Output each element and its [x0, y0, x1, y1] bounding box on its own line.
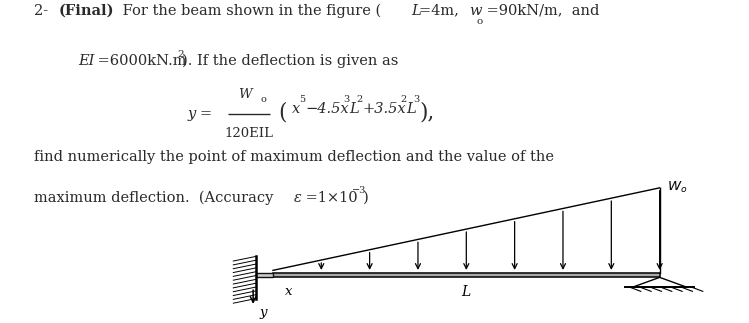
- Text: ): ): [363, 191, 369, 205]
- Text: For the beam shown in the figure (: For the beam shown in the figure (: [118, 3, 380, 17]
- Text: =6000kN.m: =6000kN.m: [93, 54, 187, 68]
- Text: 2: 2: [177, 49, 184, 58]
- Text: −4.5x: −4.5x: [306, 102, 349, 116]
- Text: y =: y =: [187, 107, 213, 121]
- Text: L: L: [412, 4, 422, 17]
- Text: (Final): (Final): [59, 4, 115, 17]
- Text: 5: 5: [300, 95, 306, 104]
- Text: maximum deflection.  (Accuracy: maximum deflection. (Accuracy: [34, 191, 278, 205]
- Text: $W_o$: $W_o$: [667, 180, 688, 195]
- Text: ),: ),: [420, 101, 435, 123]
- Text: o: o: [261, 95, 266, 104]
- Text: −3: −3: [351, 186, 366, 195]
- Text: y: y: [260, 306, 267, 319]
- Text: 2: 2: [401, 95, 407, 104]
- Text: =90kN/m,  and: =90kN/m, and: [482, 4, 599, 17]
- Text: +3.5x: +3.5x: [363, 102, 406, 116]
- Polygon shape: [632, 277, 687, 287]
- Text: L: L: [349, 102, 359, 116]
- Text: find numerically the point of maximum deflection and the value of the: find numerically the point of maximum de…: [34, 151, 554, 164]
- Text: W: W: [238, 88, 252, 101]
- Text: =4m,: =4m,: [419, 4, 468, 17]
- Text: 2: 2: [357, 95, 363, 104]
- Text: x: x: [292, 102, 300, 116]
- Text: EI: EI: [79, 54, 95, 68]
- Text: ε: ε: [294, 191, 302, 205]
- Text: w: w: [469, 4, 482, 17]
- Polygon shape: [273, 273, 660, 277]
- Text: =1×10: =1×10: [301, 191, 358, 205]
- Text: L: L: [407, 102, 416, 116]
- Text: (: (: [279, 101, 287, 123]
- Text: 3: 3: [343, 95, 350, 104]
- Text: x: x: [285, 285, 293, 298]
- Text: ). If the deflection is given as: ). If the deflection is given as: [182, 53, 398, 68]
- Text: 120EIL: 120EIL: [225, 127, 273, 140]
- Text: o: o: [476, 16, 482, 26]
- Text: 3: 3: [413, 95, 420, 104]
- Polygon shape: [255, 273, 273, 277]
- Text: L: L: [461, 285, 471, 299]
- Text: 2-: 2-: [34, 4, 52, 17]
